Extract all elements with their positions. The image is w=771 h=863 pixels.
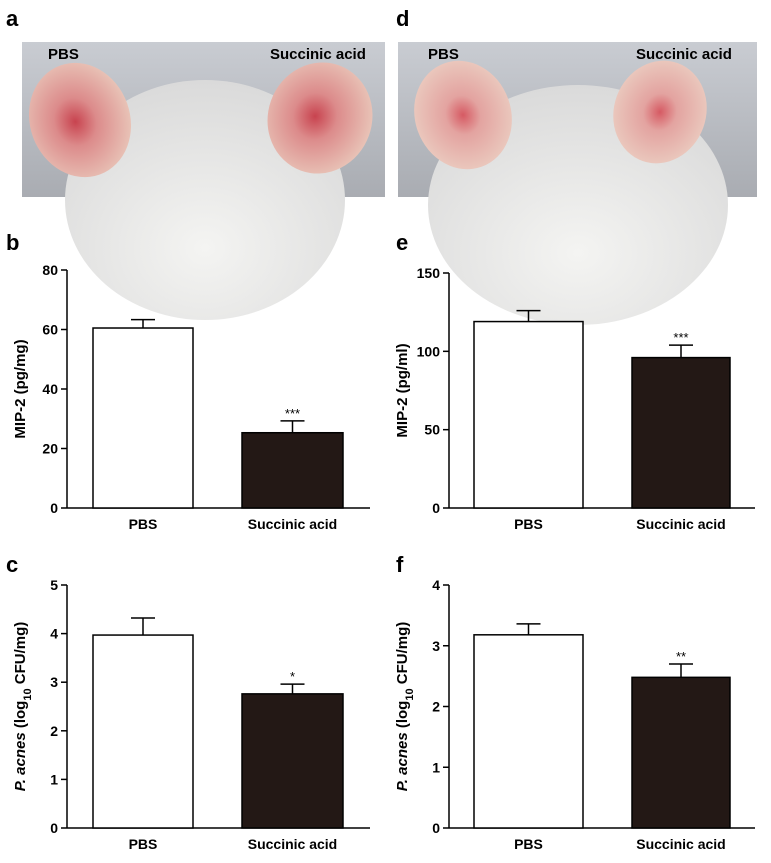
photo-d	[398, 42, 757, 325]
photo-label: Succinic acid	[270, 46, 366, 63]
y-axis-label-part: 10	[22, 688, 34, 700]
y-tick-label: 0	[432, 500, 440, 516]
x-tick-label: Succinic acid	[248, 516, 337, 532]
photo-label: Succinic acid	[636, 46, 732, 63]
y-axis-label-part: P. acnes	[12, 732, 29, 791]
bar	[473, 320, 584, 509]
x-tick-label: Succinic acid	[636, 836, 725, 852]
significance: ***	[285, 406, 300, 421]
significance: *	[290, 669, 295, 684]
photo-label: PBS	[48, 46, 79, 63]
y-tick-label: 40	[42, 381, 58, 397]
panel-letter: b	[6, 230, 19, 255]
photo-label: PBS	[428, 46, 459, 63]
y-tick-label: 2	[432, 699, 440, 715]
significance: **	[676, 649, 686, 664]
y-tick-label: 1	[432, 759, 440, 775]
y-tick-label: 60	[42, 322, 58, 338]
y-axis-label: P. acnes (log10 CFU/mg)	[12, 622, 34, 792]
bar	[92, 327, 194, 509]
y-tick-label: 20	[42, 441, 58, 457]
y-axis-label-part: P. acnes	[394, 732, 411, 791]
bar	[631, 676, 731, 829]
y-axis-label: MIP-2 (pg/ml)	[394, 343, 411, 437]
y-axis-label-part: (log	[12, 701, 29, 733]
panel-letter: f	[396, 552, 404, 577]
panel-letter: c	[6, 552, 18, 577]
bar	[241, 693, 344, 829]
panel-letter: a	[6, 6, 19, 31]
y-tick-label: 3	[432, 638, 440, 654]
y-tick-label: 3	[50, 674, 58, 690]
y-tick-label: 0	[432, 820, 440, 836]
panel-letter: d	[396, 6, 409, 31]
bar	[92, 634, 194, 829]
y-axis-label-part: MIP-2 (pg/mg)	[12, 339, 29, 438]
y-tick-label: 80	[42, 262, 58, 278]
x-tick-label: Succinic acid	[636, 516, 725, 532]
y-tick-label: 5	[50, 577, 58, 593]
x-tick-label: PBS	[514, 516, 543, 532]
x-tick-label: Succinic acid	[248, 836, 337, 852]
x-tick-label: PBS	[129, 516, 158, 532]
y-tick-label: 1	[50, 771, 58, 787]
y-axis-label-part: 10	[404, 688, 416, 700]
y-tick-label: 4	[432, 577, 440, 593]
y-tick-label: 0	[50, 820, 58, 836]
bar	[241, 431, 344, 509]
y-tick-label: 150	[417, 265, 441, 281]
x-tick-label: PBS	[514, 836, 543, 852]
y-axis-label-part: MIP-2 (pg/ml)	[394, 343, 411, 437]
y-tick-label: 100	[417, 343, 441, 359]
y-axis-label-part: (log	[394, 701, 411, 733]
bar	[631, 356, 731, 509]
bar	[473, 634, 584, 829]
y-axis-label-part: CFU/mg)	[12, 622, 29, 689]
photo-a	[22, 42, 385, 320]
y-tick-label: 4	[50, 626, 58, 642]
y-tick-label: 50	[424, 422, 440, 438]
y-axis-label: P. acnes (log10 CFU/mg)	[394, 622, 416, 792]
panel-letter: e	[396, 230, 408, 255]
y-tick-label: 2	[50, 723, 58, 739]
x-tick-label: PBS	[129, 836, 158, 852]
y-tick-label: 0	[50, 500, 58, 516]
y-axis-label-part: CFU/mg)	[394, 622, 411, 689]
significance: ***	[673, 330, 688, 345]
y-axis-label: MIP-2 (pg/mg)	[12, 339, 29, 438]
